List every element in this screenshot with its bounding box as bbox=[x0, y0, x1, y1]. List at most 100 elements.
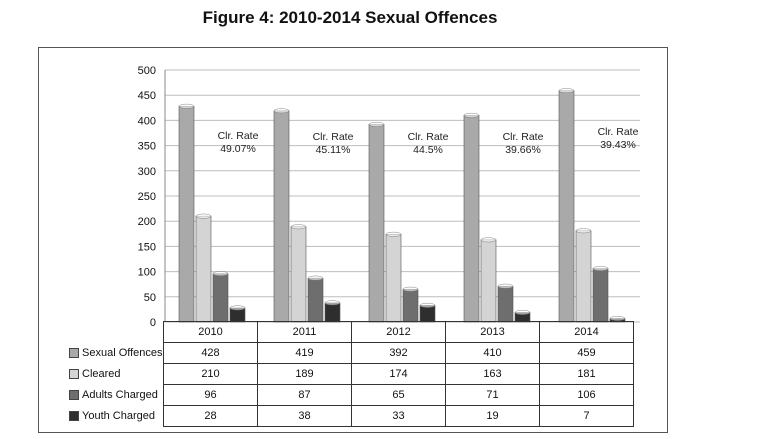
bar-top bbox=[385, 231, 402, 237]
bar-adults-charged bbox=[212, 273, 229, 323]
data-label: 410 bbox=[445, 342, 540, 364]
data-label: 459 bbox=[539, 342, 634, 364]
data-label: 428 bbox=[163, 342, 258, 364]
bar-top bbox=[307, 275, 324, 281]
bar-top bbox=[229, 305, 246, 311]
bar-sexual-offences bbox=[178, 105, 195, 323]
bar-cleared bbox=[290, 226, 307, 323]
data-label: 106 bbox=[539, 384, 634, 406]
bar-top bbox=[419, 302, 436, 308]
data-label: 28 bbox=[163, 405, 258, 427]
bar-youth-charged bbox=[419, 305, 436, 323]
series-name: Cleared bbox=[82, 368, 121, 380]
y-tick-label: 100 bbox=[138, 267, 156, 279]
bar-top bbox=[480, 237, 497, 243]
clear-rate-label: Clr. Rate 39.66% bbox=[488, 131, 558, 157]
data-table: 2010 2011 2012 2013 2014 Sexual Offences 428 41… bbox=[66, 321, 634, 427]
y-tick-label: 300 bbox=[138, 166, 156, 178]
y-tick-label: 50 bbox=[144, 292, 156, 304]
y-tick-label: 500 bbox=[138, 65, 156, 77]
bar-top bbox=[575, 228, 592, 234]
data-label: 392 bbox=[351, 342, 446, 364]
bar-adults-charged bbox=[402, 288, 419, 323]
figure-title: Figure 4: 2010-2014 Sexual Offences bbox=[202, 8, 498, 27]
table-row: Cleared 210 189 174 163 181 bbox=[66, 363, 634, 385]
clear-rate-title: Clr. Rate bbox=[597, 126, 639, 138]
bar-top bbox=[195, 213, 212, 219]
data-label: 87 bbox=[257, 384, 352, 406]
bar-top bbox=[402, 286, 419, 292]
bar-cleared bbox=[575, 230, 592, 323]
legend-swatch bbox=[69, 369, 79, 380]
bar-top bbox=[514, 310, 531, 315]
data-label: 163 bbox=[445, 363, 540, 385]
bar-top bbox=[592, 266, 609, 271]
bar-sexual-offences bbox=[368, 124, 385, 323]
data-label: 19 bbox=[445, 405, 540, 427]
bar-top bbox=[178, 103, 195, 109]
bar-cleared bbox=[385, 234, 402, 323]
x-tick-label: 2010 bbox=[163, 321, 258, 343]
bar-top bbox=[368, 122, 385, 127]
data-label: 174 bbox=[351, 363, 446, 385]
bar-adults-charged bbox=[592, 268, 609, 323]
clear-rate-title: Clr. Rate bbox=[312, 131, 354, 143]
legend-entry: Sexual Offences bbox=[66, 343, 164, 364]
bar-top bbox=[212, 271, 229, 277]
y-tick-label: 0 bbox=[150, 317, 156, 329]
y-tick-label: 250 bbox=[138, 191, 156, 203]
clear-rate-value: 49.07% bbox=[220, 143, 256, 155]
x-tick-label: 2013 bbox=[445, 321, 540, 343]
clear-rate-label: Clr. Rate 45.11% bbox=[298, 131, 368, 157]
legend-entry: Cleared bbox=[66, 364, 164, 385]
series-name: Youth Charged bbox=[82, 410, 155, 422]
bar-top bbox=[273, 108, 290, 114]
data-label: 210 bbox=[163, 363, 258, 385]
data-label: 189 bbox=[257, 363, 352, 385]
legend-entry: Adults Charged bbox=[66, 385, 164, 406]
y-tick-label: 450 bbox=[138, 90, 156, 102]
bar-youth-charged bbox=[324, 302, 341, 323]
bar-cleared bbox=[480, 239, 497, 323]
clear-rate-title: Clr. Rate bbox=[217, 130, 259, 142]
clear-rate-title: Clr. Rate bbox=[407, 131, 449, 143]
legend-swatch bbox=[69, 348, 79, 359]
clear-rate-title: Clr. Rate bbox=[502, 131, 544, 143]
data-label: 38 bbox=[257, 405, 352, 427]
data-label: 96 bbox=[163, 384, 258, 406]
clear-rate-label: Clr. Rate 44.5% bbox=[393, 131, 463, 157]
bar-top bbox=[497, 283, 514, 289]
x-tick-label: 2011 bbox=[257, 321, 352, 343]
clear-rate-label: Clr. Rate 49.07% bbox=[203, 130, 273, 156]
series-name: Sexual Offences bbox=[82, 347, 163, 359]
clear-rate-label: Clr. Rate 39.43% bbox=[583, 126, 653, 152]
legend-swatch bbox=[69, 411, 79, 422]
bar-sexual-offences bbox=[273, 110, 290, 323]
bar-top bbox=[290, 224, 307, 230]
bar-top bbox=[558, 88, 575, 94]
bar-top bbox=[463, 112, 480, 118]
bar-adults-charged bbox=[497, 285, 514, 323]
clear-rate-value: 45.11% bbox=[315, 144, 351, 156]
data-label: 419 bbox=[257, 342, 352, 364]
table-row: Adults Charged 96 87 65 71 106 bbox=[66, 384, 634, 406]
x-tick-label: 2014 bbox=[539, 321, 634, 343]
bar-sexual-offences bbox=[558, 90, 575, 323]
clear-rate-value: 39.66% bbox=[505, 144, 541, 156]
bar-top bbox=[609, 316, 626, 321]
y-tick-label: 200 bbox=[138, 216, 156, 228]
chart-frame bbox=[38, 47, 668, 433]
legend-entry: Youth Charged bbox=[66, 406, 164, 427]
table-row: Youth Charged 28 38 33 19 7 bbox=[66, 405, 634, 427]
table-corner bbox=[66, 322, 164, 343]
bar-top bbox=[324, 300, 341, 306]
y-tick-label: 400 bbox=[138, 115, 156, 127]
y-tick-label: 350 bbox=[138, 141, 156, 153]
clear-rate-value: 39.43% bbox=[600, 139, 636, 151]
series-name: Adults Charged bbox=[82, 389, 158, 401]
clear-rate-value: 44.5% bbox=[413, 144, 443, 156]
data-label: 71 bbox=[445, 384, 540, 406]
y-tick-label: 150 bbox=[138, 241, 156, 253]
bar-sexual-offences bbox=[463, 115, 480, 323]
